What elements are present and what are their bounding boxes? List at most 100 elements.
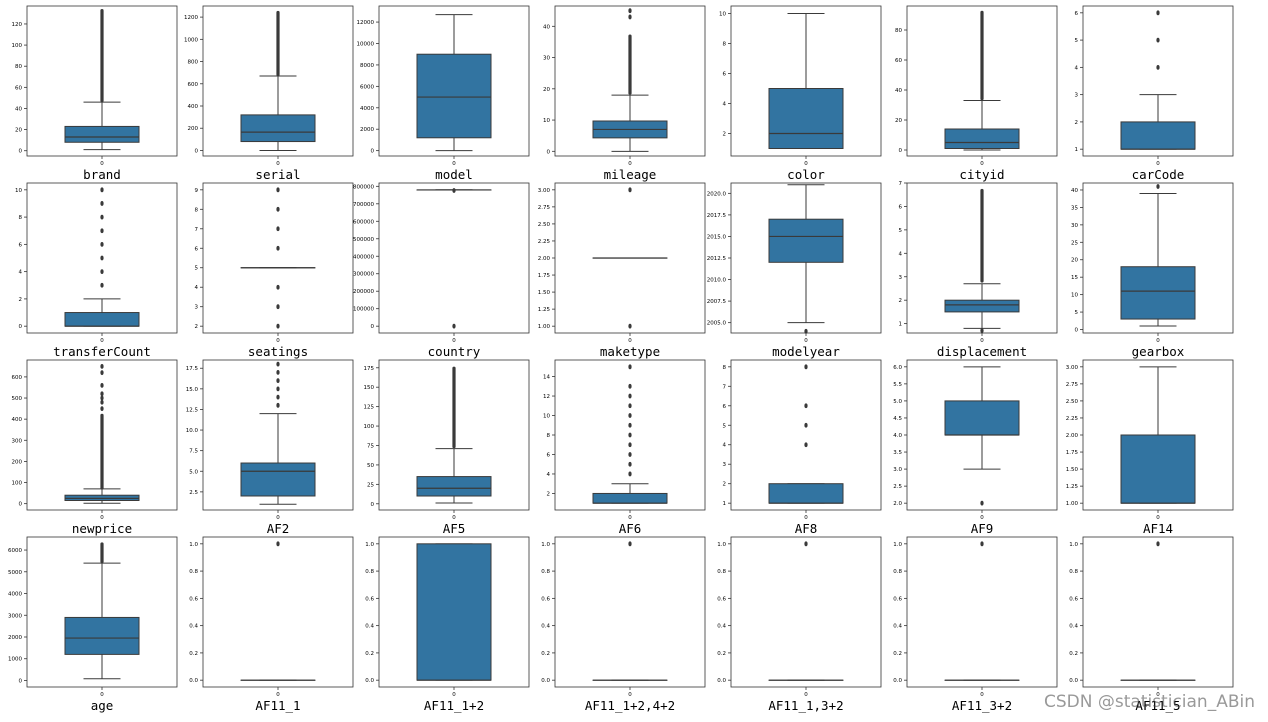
x-tick-label: 0: [452, 515, 456, 521]
outlier-point: [1156, 10, 1160, 16]
y-tick-label: 0.8: [189, 569, 198, 575]
axes-frame: [1082, 536, 1234, 688]
y-tick-label: 10000: [357, 42, 375, 48]
x-tick-label: 0: [804, 161, 808, 167]
y-tick-label: 1.25: [1066, 484, 1079, 490]
y-tick-label: 17.5: [186, 366, 199, 372]
y-tick-label: 0.4: [541, 624, 550, 630]
outlier-point: [628, 541, 632, 547]
y-tick-label: 25: [1071, 240, 1078, 246]
x-axis-label: AF11_1: [255, 698, 300, 713]
outlier-point: [100, 382, 104, 388]
y-tick-label: 7: [723, 384, 727, 390]
outlier-point: [276, 361, 280, 367]
y-tick-label: 6: [19, 242, 23, 248]
outlier-point: [100, 406, 104, 411]
y-tick-label: 10: [543, 118, 550, 124]
y-tick-label: 8: [723, 365, 727, 371]
y-tick-label: 0.8: [541, 569, 550, 575]
y-tick-label: 4: [195, 285, 199, 291]
x-tick-label: 0: [100, 692, 104, 698]
outlier-point: [628, 442, 632, 448]
y-tick-label: 0.6: [893, 596, 902, 602]
iqr-box: [1120, 266, 1196, 320]
y-tick-label: 50: [367, 463, 374, 469]
outlier-point: [628, 364, 632, 370]
y-tick-label: 30: [543, 56, 550, 62]
x-axis-label: AF9: [971, 521, 994, 536]
x-axis-label: age: [91, 698, 114, 713]
y-tick-label: 4000: [360, 106, 374, 112]
y-tick-label: 0.8: [893, 569, 902, 575]
outlier-point: [100, 241, 104, 247]
y-tick-label: 2007.5: [707, 299, 727, 305]
x-tick-label: 0: [452, 338, 456, 344]
y-tick-label: 6: [723, 72, 727, 78]
x-axis-label: AF11_1+2: [424, 698, 484, 713]
x-axis-label: transferCount: [53, 344, 151, 359]
outlier-point: [276, 284, 280, 290]
outlier-point: [1156, 37, 1160, 43]
x-axis-label: AF6: [619, 521, 642, 536]
y-tick-label: 20: [895, 118, 902, 124]
y-tick-label: 1.00: [1066, 501, 1079, 507]
outlier-cluster: [980, 188, 984, 283]
x-axis-label: newprice: [72, 521, 132, 536]
y-tick-label: 30: [1071, 223, 1078, 229]
y-tick-label: 6: [195, 246, 199, 252]
y-tick-label: 40: [1071, 188, 1078, 194]
y-tick-label: 1.75: [538, 273, 551, 279]
x-tick-label: 0: [1156, 692, 1160, 698]
y-tick-label: 8: [547, 433, 551, 439]
y-tick-label: 400000: [353, 254, 374, 260]
y-tick-label: 5.0: [893, 399, 902, 405]
iqr-box: [944, 400, 1020, 436]
outlier-point: [1156, 541, 1160, 547]
y-tick-label: 0: [899, 148, 903, 154]
y-tick-label: 12.5: [186, 407, 199, 413]
y-tick-label: 20: [1071, 258, 1078, 264]
outlier-cluster: [100, 9, 104, 103]
y-tick-label: 4: [19, 270, 23, 276]
iqr-box: [416, 476, 492, 497]
x-tick-label: 0: [1156, 338, 1160, 344]
y-tick-label: 2: [899, 298, 903, 304]
y-tick-label: 5.0: [189, 469, 198, 475]
y-tick-label: 0.0: [717, 678, 726, 684]
y-tick-label: 0: [371, 502, 375, 508]
y-tick-label: 0.6: [189, 596, 198, 602]
outlier-point: [100, 370, 104, 376]
y-tick-label: 2: [723, 482, 727, 488]
y-tick-label: 15: [1071, 275, 1078, 281]
x-axis-label: AF8: [795, 521, 818, 536]
y-tick-label: 0.0: [541, 678, 550, 684]
y-tick-label: 1.0: [717, 542, 726, 548]
iqr-box: [944, 299, 1020, 313]
iqr-box: [944, 128, 1020, 149]
y-tick-label: 1.0: [893, 542, 902, 548]
x-axis-label: AF11_1+2,4+2: [585, 698, 675, 713]
outlier-point: [628, 187, 632, 193]
y-tick-label: 20: [543, 87, 550, 93]
y-tick-label: 0: [19, 678, 23, 684]
y-tick-label: 80: [895, 28, 902, 34]
y-tick-label: 2.5: [189, 490, 198, 496]
y-tick-label: 300000: [353, 272, 374, 278]
outlier-point: [100, 187, 104, 193]
y-tick-label: 6: [1075, 11, 1079, 17]
y-tick-label: 40: [15, 106, 22, 112]
y-tick-label: 4: [723, 443, 727, 449]
y-tick-label: 2015.0: [707, 234, 727, 240]
y-tick-label: 1.0: [365, 542, 374, 548]
x-axis-label: carCode: [1132, 167, 1185, 182]
y-tick-label: 20: [15, 128, 22, 134]
y-tick-label: 3: [195, 305, 199, 311]
outlier-point: [276, 402, 280, 408]
x-axis-label: model: [435, 167, 473, 182]
outlier-point: [628, 403, 632, 409]
outlier-point: [628, 432, 632, 438]
